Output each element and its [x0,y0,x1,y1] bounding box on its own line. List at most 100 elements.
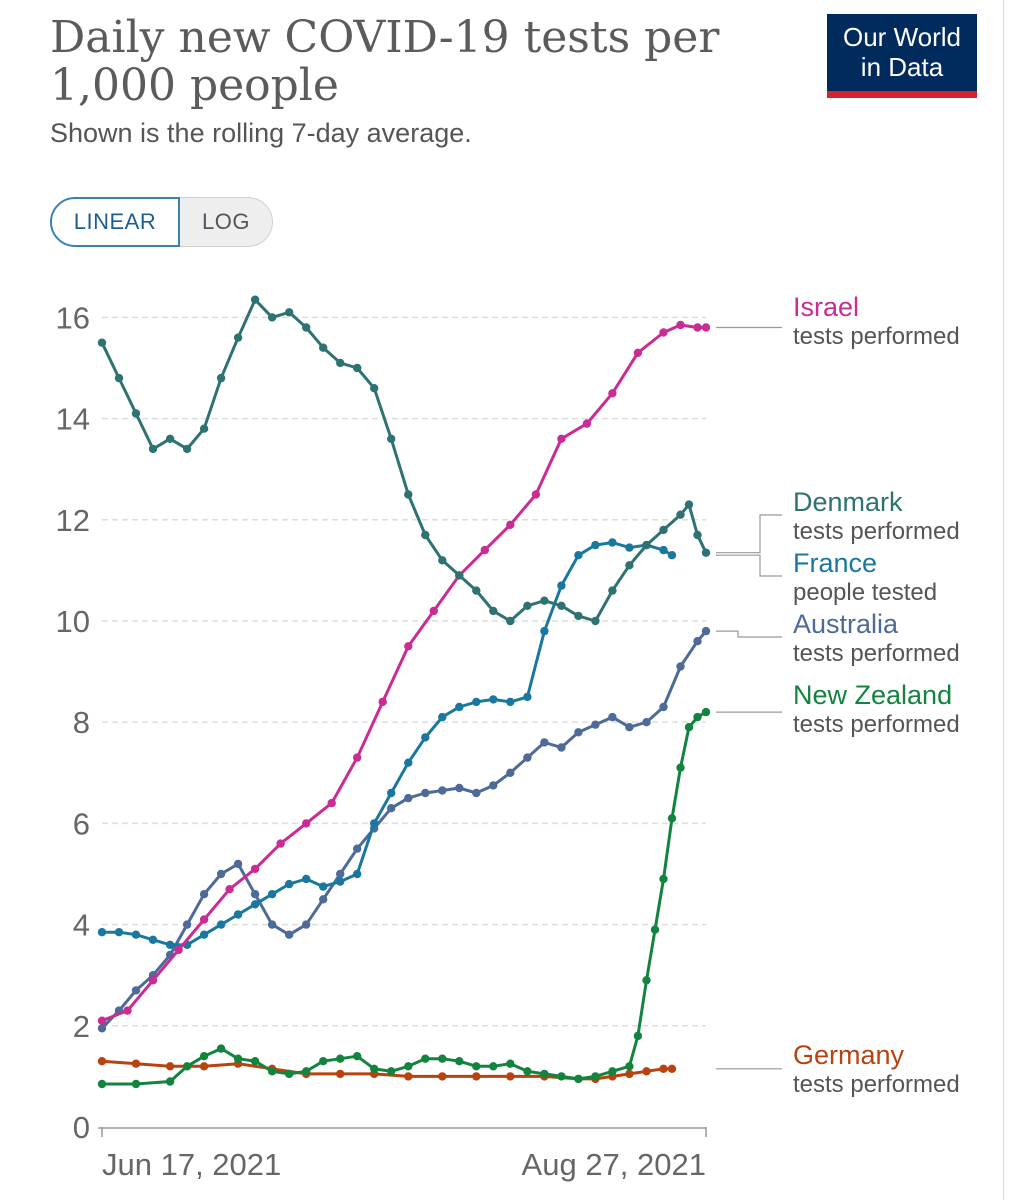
data-point-denmark [659,525,668,535]
data-point-france [523,692,532,702]
data-point-australia [216,869,226,879]
data-point-france [114,928,124,937]
data-point-denmark [540,596,549,605]
data-point-israel [378,697,387,707]
data-point-germany [199,1062,209,1071]
data-point-australia [608,712,617,722]
data-point-israel [701,323,711,332]
data-point-australia [659,702,668,712]
data-point-denmark [438,556,447,565]
data-point-denmark [693,530,702,540]
data-point-new_zealand [642,976,651,985]
data-point-australia [267,920,277,929]
panel-edge-line [1003,0,1004,1200]
legend-sublabel-denmark: tests performed [793,518,960,545]
data-point-denmark [455,571,464,580]
data-point-new_zealand [370,1064,379,1074]
data-point-israel [582,419,592,428]
legend-sublabel-israel: tests performed [793,323,960,350]
data-point-denmark [574,611,583,621]
data-point-france [267,890,277,899]
data-point-new_zealand [250,1057,260,1066]
data-point-new_zealand [574,1074,583,1084]
data-point-germany [97,1057,107,1066]
data-point-germany [506,1072,515,1081]
legend-label-germany: Germany [793,1040,905,1070]
data-point-germany [165,1062,175,1071]
data-point-australia [302,920,311,929]
data-point-new_zealand [701,707,711,717]
data-point-israel [557,434,566,443]
data-point-israel [199,915,209,924]
data-point-denmark [404,490,413,499]
data-point-new_zealand [684,723,694,732]
data-point-germany [131,1059,141,1068]
data-point-germany [404,1072,413,1081]
data-point-israel [608,389,617,398]
chart-subtitle: Shown is the rolling 7-day average. [50,118,472,148]
data-point-australia [97,1024,107,1033]
data-point-new_zealand [540,1069,549,1079]
data-point-new_zealand [667,814,677,823]
data-point-new_zealand [659,874,668,884]
data-point-france [250,900,260,909]
owid-logo[interactable]: Our World in Data [827,14,977,98]
data-point-israel [429,606,438,616]
data-point-germany [625,1069,634,1079]
chart-title: Daily new COVID-19 tests per 1,000 peopl… [50,14,750,110]
data-point-australia [701,626,711,636]
data-point-australia [693,637,702,646]
data-point-israel [225,885,234,894]
linear-scale-button[interactable]: LINEAR [50,197,180,247]
data-point-denmark [353,363,362,373]
data-point-france [285,879,294,889]
legend-sublabel-australia: tests performed [793,640,960,667]
y-tick-label: 12 [56,503,90,538]
data-point-new_zealand [353,1052,362,1061]
y-tick-label: 0 [73,1110,90,1145]
legend-sublabel-germany: tests performed [793,1071,960,1098]
data-point-new_zealand [633,1031,643,1041]
legend-sublabel-new_zealand: tests performed [793,711,960,738]
data-point-new_zealand [199,1052,209,1061]
data-point-denmark [701,548,711,557]
data-point-denmark [250,295,260,304]
legend-label-israel: Israel [793,292,859,322]
data-point-france [387,788,396,798]
data-point-germany [659,1064,668,1074]
data-point-denmark [642,540,651,550]
y-tick-label: 14 [56,402,90,437]
data-point-france [659,545,668,555]
data-point-denmark [608,586,617,595]
legend-connector-denmark [716,514,782,554]
data-point-denmark [336,358,345,368]
data-point-australia [387,804,396,813]
data-point-germany [667,1064,677,1074]
data-point-new_zealand [650,925,660,934]
y-tick-label: 16 [56,300,90,335]
data-point-israel [327,798,336,808]
y-tick-label: 10 [56,604,90,639]
data-point-australia [489,781,498,790]
data-point-france [302,874,311,884]
data-point-france [438,712,447,722]
data-point-germany [642,1067,651,1076]
data-point-australia [438,786,447,795]
data-point-australia [625,723,634,732]
data-point-new_zealand [336,1054,345,1063]
data-point-new_zealand [165,1077,175,1086]
data-point-denmark [387,434,396,443]
data-point-new_zealand [97,1079,107,1089]
data-point-israel [97,1016,107,1025]
data-point-new_zealand [489,1062,498,1071]
legend-label-france: France [793,548,877,578]
data-point-australia [506,768,515,777]
legend-connector-france [716,554,782,577]
data-point-denmark [489,606,498,616]
data-point-australia [557,743,566,752]
data-point-denmark [285,308,294,317]
data-point-new_zealand [216,1044,226,1053]
data-point-denmark [131,409,141,418]
data-point-new_zealand [608,1067,617,1076]
log-scale-button[interactable]: LOG [180,197,273,247]
